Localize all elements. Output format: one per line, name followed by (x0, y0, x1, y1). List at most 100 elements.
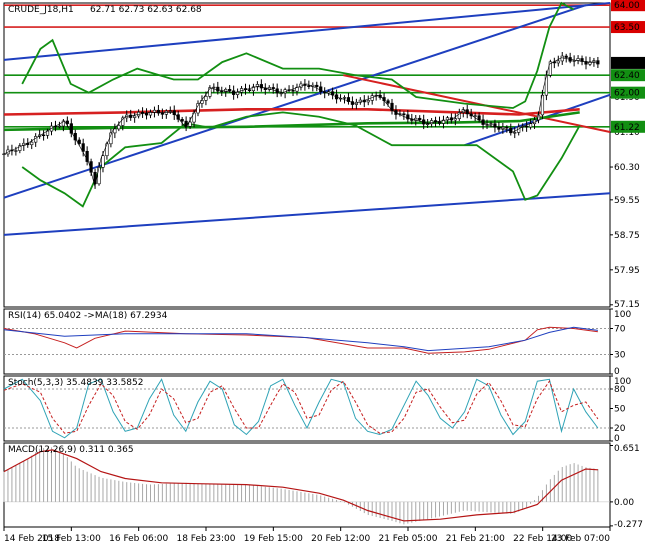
candle-body (220, 90, 224, 93)
trendline (3, 4, 587, 199)
bollinger-lower (21, 111, 581, 208)
candle-body (251, 86, 256, 92)
candle-body (208, 87, 212, 97)
candle-body (279, 92, 283, 95)
candle-body (255, 84, 259, 88)
y-tick-label: 70 (614, 325, 626, 335)
candle-body (176, 114, 180, 120)
candle-body (18, 145, 22, 151)
moving-average-line (3, 111, 580, 132)
candle-body (540, 94, 545, 116)
moving-average-line (3, 108, 580, 116)
y-tick-label: 100 (614, 310, 631, 320)
trendline (3, 2, 611, 61)
y-tick-label: 59.55 (614, 196, 640, 206)
candle-body (259, 84, 263, 89)
y-tick-label: 30 (614, 351, 626, 361)
x-tick-label: 21 Feb 21:00 (446, 534, 505, 544)
x-tick-label: 14 Feb 2018 (4, 534, 60, 544)
rsi-series-line (3, 326, 598, 352)
candle-body (164, 110, 168, 115)
candle-body (113, 128, 117, 134)
candle-body (129, 114, 133, 118)
candle-body (117, 125, 121, 130)
y-tick-label: 60.30 (614, 163, 640, 173)
candle-body (493, 123, 497, 128)
candle-body (596, 60, 600, 65)
candle-body (291, 89, 295, 92)
candle-body (30, 141, 34, 146)
price-level-tag-label: 62.40 (614, 71, 640, 81)
price-level-tag (611, 69, 645, 82)
x-tick-label: 22 Feb 14:00 (513, 534, 572, 544)
price-level-tag-label: 61.22 (614, 123, 640, 133)
rsi-series-line (3, 326, 598, 354)
candle-body (121, 117, 125, 126)
candle-body (477, 115, 481, 121)
candle-body (133, 115, 137, 118)
candle-body (548, 61, 552, 76)
main-chart-title: CRUDE_J18,H1 (8, 5, 74, 15)
y-tick-label: -0.277 (614, 520, 643, 530)
macd-title: MACD(12,26,9) 0.311 0.365 (8, 445, 134, 455)
candle-body (525, 125, 529, 128)
candle-body (140, 111, 145, 114)
candle-body (441, 119, 446, 124)
x-tick-label: 15 Feb 13:00 (42, 534, 101, 544)
candle-body (560, 55, 564, 62)
candle-body (144, 112, 149, 116)
price-level-tag (611, 86, 645, 99)
candle-body (93, 171, 97, 185)
candle-body (101, 155, 105, 168)
y-tick-label: 57.95 (614, 266, 640, 276)
candle-body (271, 87, 275, 90)
candle-body (216, 86, 220, 92)
candle-body (556, 60, 560, 64)
candle-body (576, 58, 580, 61)
candle-body (584, 61, 588, 65)
candle-body (366, 100, 370, 103)
y-tick-label: 61.10 (614, 128, 640, 138)
pane-frame (3, 308, 611, 375)
trendline (3, 192, 611, 236)
candle-body (85, 150, 89, 162)
macd-signal-line (3, 449, 598, 522)
y-tick-label: 50 (614, 405, 626, 415)
candle-body (69, 123, 73, 134)
y-tick-label: 0 (614, 367, 620, 377)
candle-body (105, 143, 109, 157)
candle-body (402, 113, 406, 116)
candle-body (160, 112, 164, 115)
candle-body (426, 123, 430, 125)
price-level-tag-label: 62.68 (614, 59, 640, 69)
candle-body (418, 117, 422, 121)
stoch-d-line (3, 380, 599, 434)
pane-frame (3, 2, 611, 308)
price-level-tag (611, 120, 645, 133)
x-tick-label: 23 Feb 07:00 (551, 534, 610, 544)
candle-body (457, 112, 461, 119)
candle-body (592, 60, 596, 63)
candle-body (572, 60, 576, 62)
bollinger-upper (21, 1, 575, 109)
candle-body (489, 123, 493, 125)
candle-body (156, 109, 161, 114)
x-tick-label: 19 Feb 15:00 (244, 534, 303, 544)
candle-body (346, 97, 351, 102)
candle-body (564, 55, 568, 58)
price-level-tag-label: 63.50 (614, 23, 640, 33)
trendline (343, 74, 611, 134)
candle-body (14, 150, 18, 152)
candle-body (65, 120, 69, 124)
candle-body (188, 121, 192, 127)
candle-body (437, 121, 442, 124)
x-tick-label: 16 Feb 06:00 (109, 534, 168, 544)
candle-body (342, 97, 347, 99)
candle-body (204, 96, 208, 101)
y-tick-label: 100 (614, 377, 631, 387)
candle-body (327, 91, 331, 94)
candle-body (235, 91, 240, 95)
y-tick-label: 0.00 (614, 498, 634, 508)
x-tick-label: 20 Feb 12:00 (311, 534, 370, 544)
